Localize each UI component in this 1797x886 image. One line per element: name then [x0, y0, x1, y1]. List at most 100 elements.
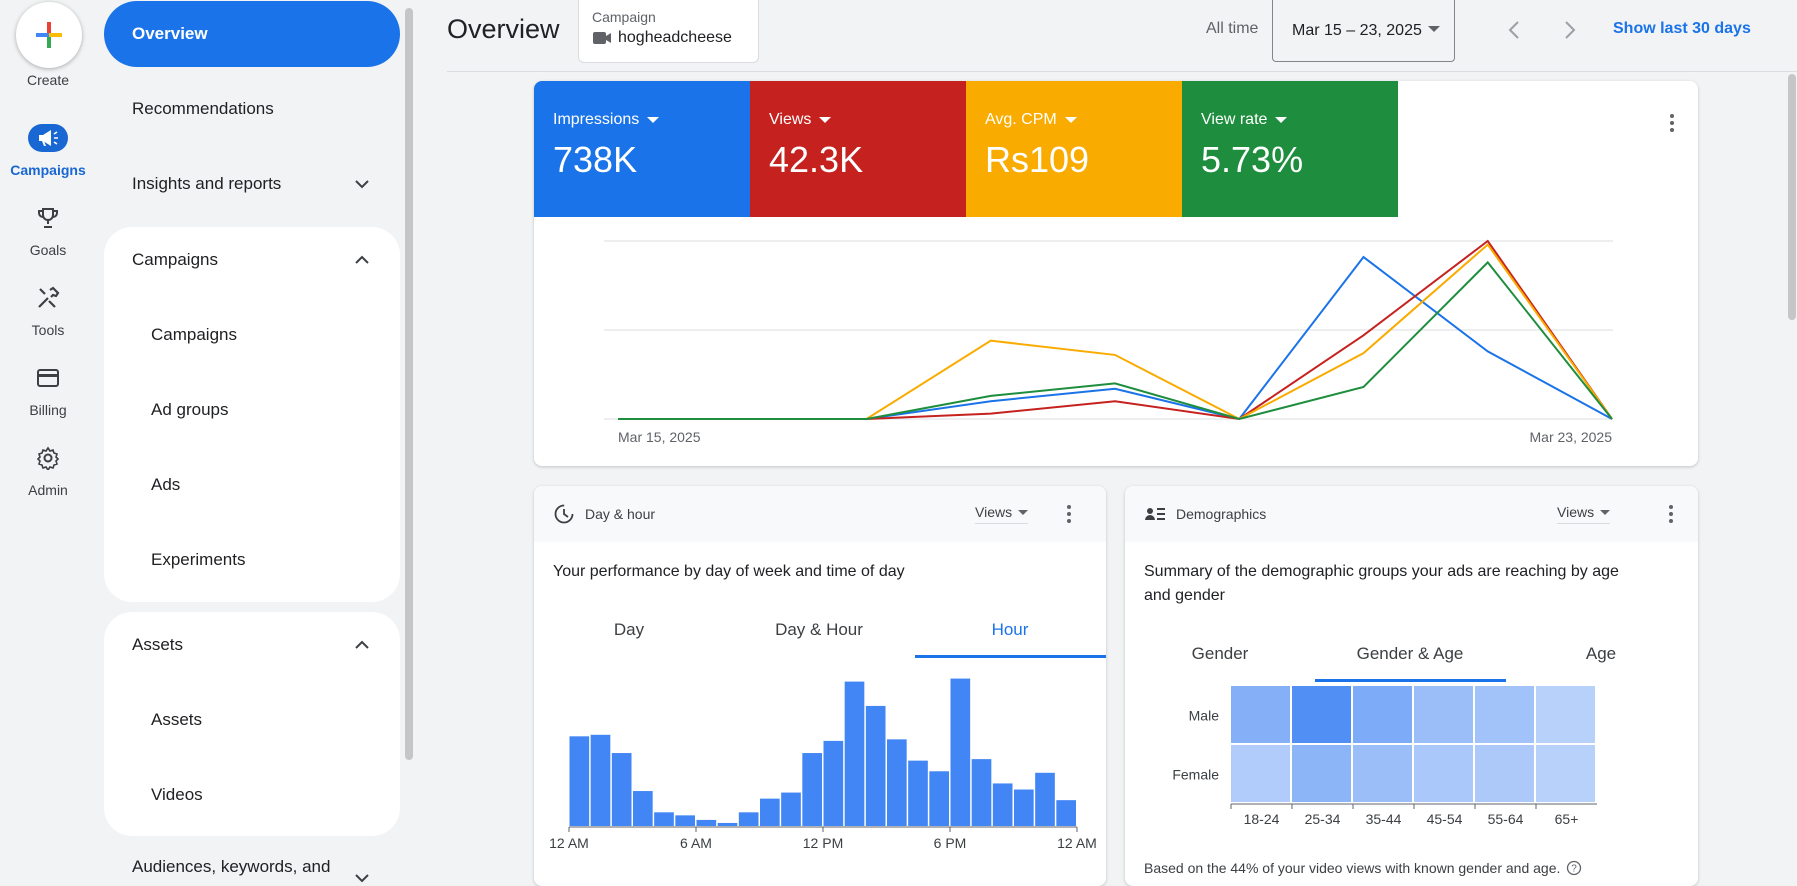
create-label: Create [26, 72, 70, 88]
tab-day[interactable]: Day [613, 620, 645, 639]
rail-item-campaigns[interactable]: Campaigns [0, 124, 96, 194]
trophy-icon [28, 204, 68, 232]
campaign-selector[interactable]: Campaign hogheadcheese [578, 0, 759, 63]
nav-group-campaigns: Campaigns Campaigns Ad groups Ads Experi… [104, 227, 400, 602]
day-hour-metric-dropdown[interactable]: Views [975, 504, 1029, 524]
megaphone-icon [28, 124, 68, 152]
nav-item-insights[interactable]: Insights and reports [104, 151, 400, 217]
metric-avg-cpm[interactable]: Avg. CPM Rs109 [966, 81, 1182, 217]
hour-bar [865, 705, 886, 826]
header-divider [447, 71, 1797, 72]
nav-item-ad-groups[interactable]: Ad groups [151, 400, 229, 419]
chevron-down-icon [355, 874, 369, 883]
day-hour-title: Day & hour [585, 506, 656, 522]
nav-item-audiences-label: Audiences, keywords, and [132, 857, 331, 876]
date-range-picker[interactable]: Mar 15 – 23, 2025 [1272, 0, 1455, 62]
main-scrollbar[interactable] [1788, 74, 1796, 320]
nav-group-assets: Assets Assets Videos [104, 612, 400, 836]
nav-item-experiments[interactable]: Experiments [151, 550, 246, 569]
heatmap-cell[interactable] [1353, 745, 1412, 802]
heatmap-cell[interactable] [1414, 686, 1473, 743]
hour-bar [569, 736, 590, 826]
nav-item-overview[interactable]: Overview [104, 1, 400, 67]
tab-day-and-hour[interactable]: Day & Hour [775, 620, 863, 639]
day-hour-header: Day & hour [534, 486, 1106, 542]
rail-item-tools[interactable]: Tools [0, 284, 96, 354]
rail-label-goals: Goals [29, 242, 67, 258]
tab-gender-and-age[interactable]: Gender & Age [1356, 644, 1464, 663]
rail-item-billing[interactable]: Billing [0, 364, 96, 434]
metric-views-value: 42.3K [769, 139, 864, 180]
heatmap-cell[interactable] [1536, 745, 1595, 802]
heatmap-cell[interactable] [1414, 745, 1473, 802]
chevron-up-icon [355, 255, 369, 264]
nav-item-ads[interactable]: Ads [151, 475, 181, 494]
metric-view-rate[interactable]: View rate 5.73% [1182, 81, 1398, 217]
row-label: Female [1172, 767, 1219, 783]
hourly-bar-chart: 12 AM 6 AM 12 PM 6 PM 12 AM [549, 678, 1097, 851]
nav-group-campaigns-header[interactable]: Campaigns [104, 227, 400, 293]
heatmap-cell[interactable] [1536, 686, 1595, 743]
nav-item-videos[interactable]: Videos [151, 785, 203, 804]
nav-item-recommendations[interactable]: Recommendations [132, 99, 274, 118]
heatmap-cell[interactable] [1292, 686, 1351, 743]
metric-impressions-value: 738K [553, 139, 638, 180]
credit-card-icon [28, 364, 68, 392]
create-button[interactable] [16, 2, 82, 68]
page-title: Overview [447, 14, 560, 44]
heatmap-cell[interactable] [1475, 686, 1534, 743]
chevron-up-icon [355, 640, 369, 649]
metric-views-label: Views [769, 111, 812, 128]
chevron-left-icon[interactable] [1504, 18, 1524, 42]
demographics-header: Demographics [1125, 486, 1698, 542]
nav-scrollbar[interactable] [405, 8, 413, 760]
chevron-down-icon [355, 180, 369, 189]
chevron-right-icon[interactable] [1560, 18, 1580, 42]
hour-bar [675, 815, 695, 826]
nav-group-campaigns-label: Campaigns [132, 250, 218, 269]
more-options-icon[interactable] [1659, 502, 1683, 526]
heatmap-cell[interactable] [1292, 745, 1351, 802]
demographics-metric-dropdown[interactable]: Views [1557, 504, 1611, 524]
col-label: 65+ [1555, 811, 1579, 827]
demographics-footnote-text: Based on the 44% of your video views wit… [1144, 860, 1561, 876]
x-tick-label: 12 AM [1057, 835, 1097, 851]
caret-down-icon [1018, 509, 1029, 515]
x-tick-label: Mar 23, 2025 [1530, 429, 1613, 445]
rail-item-admin[interactable]: Admin [0, 444, 96, 514]
heatmap-cell[interactable] [1231, 745, 1290, 802]
heatmap-cell[interactable] [1231, 686, 1290, 743]
demographics-card: Demographics Views Summary of the demogr… [1125, 486, 1698, 886]
help-icon[interactable]: ? [1566, 860, 1582, 876]
clock-history-icon [554, 504, 574, 524]
nav-item-assets[interactable]: Assets [151, 710, 203, 729]
tab-age[interactable]: Age [1585, 644, 1617, 663]
heatmap-cell[interactable] [1353, 686, 1412, 743]
nav-item-campaigns[interactable]: Campaigns [151, 325, 237, 344]
col-label: 18-24 [1244, 811, 1280, 827]
date-range-value: Mar 15 – 23, 2025 [1292, 21, 1422, 39]
more-options-icon[interactable] [1660, 111, 1684, 135]
hour-bar [717, 822, 738, 826]
hour-bar [738, 812, 759, 826]
tab-gender[interactable]: Gender [1191, 644, 1249, 663]
col-label: 25-34 [1305, 811, 1341, 827]
demographics-footnote: Based on the 44% of your video views wit… [1144, 860, 1582, 876]
metric-views[interactable]: Views 42.3K [750, 81, 966, 217]
nav-item-audiences[interactable]: Audiences, keywords, and [104, 850, 400, 884]
hour-bar [1014, 789, 1034, 826]
demographics-description-line2: and gender [1144, 587, 1225, 604]
metric-avg-cpm-label: Avg. CPM [985, 111, 1057, 128]
hour-bar [929, 771, 949, 826]
tab-hour[interactable]: Hour [991, 620, 1029, 639]
metric-impressions[interactable]: Impressions 738K [534, 81, 750, 217]
nav-group-assets-header[interactable]: Assets [104, 612, 400, 678]
heatmap-cell[interactable] [1475, 745, 1534, 802]
rail-item-goals[interactable]: Goals [0, 204, 96, 274]
rail-label-campaigns: Campaigns [10, 162, 86, 178]
more-options-icon[interactable] [1057, 502, 1081, 526]
campaign-label: Campaign [592, 9, 656, 25]
metric-avg-cpm-value: Rs109 [985, 139, 1090, 180]
hour-bar [590, 734, 611, 826]
show-last-30-days-link[interactable]: Show last 30 days [1613, 20, 1751, 37]
